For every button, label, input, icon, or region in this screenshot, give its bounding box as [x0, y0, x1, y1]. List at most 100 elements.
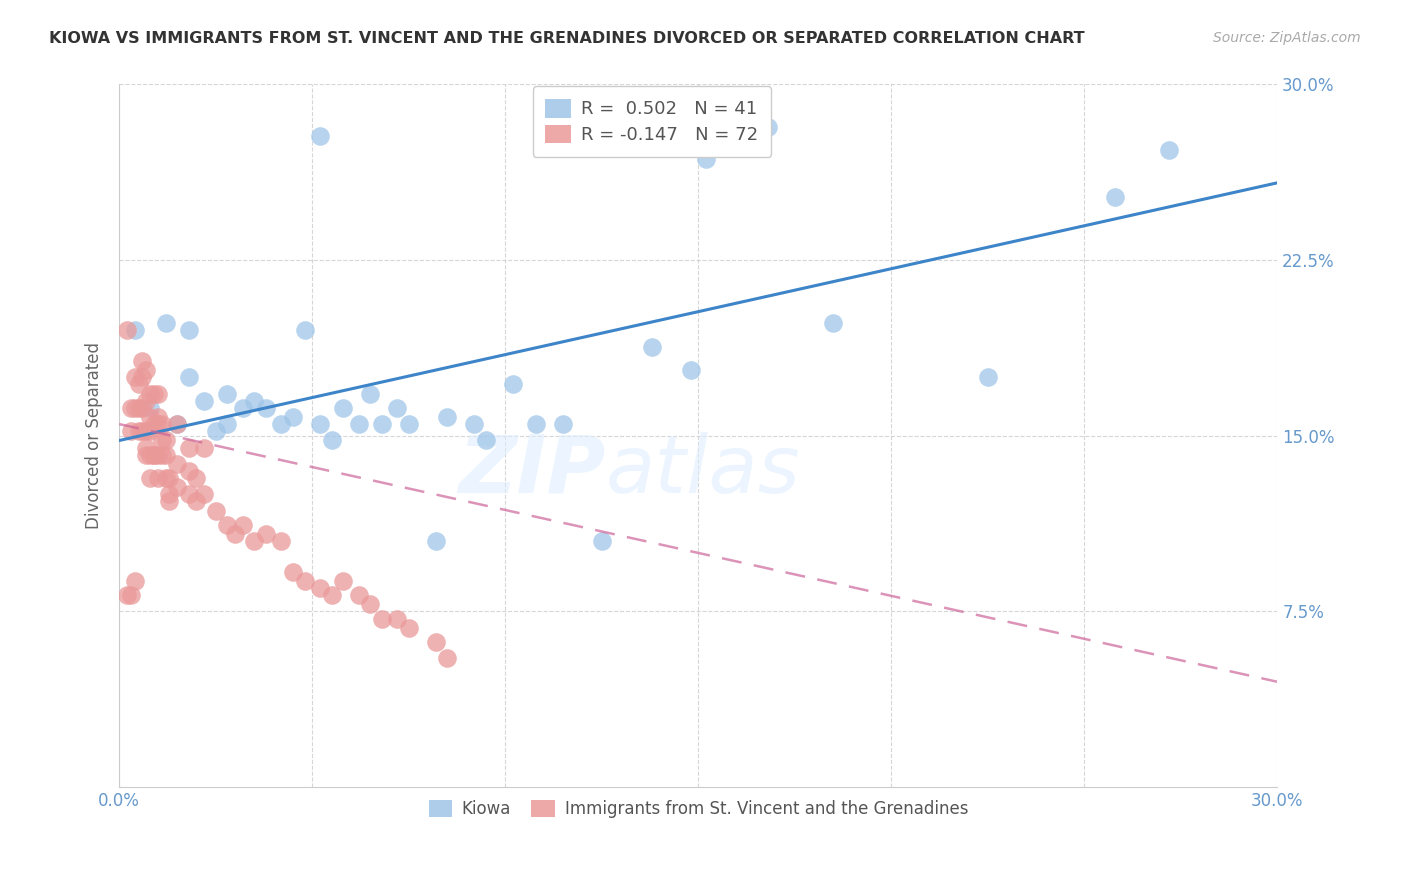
Point: [146, 471, 169, 485]
Point: [347, 417, 370, 431]
Point: [385, 401, 408, 415]
Point: [166, 417, 188, 431]
Point: [756, 120, 779, 134]
Point: [232, 517, 254, 532]
Point: [166, 457, 188, 471]
Point: [193, 487, 215, 501]
Point: [155, 471, 177, 485]
Point: [115, 588, 138, 602]
Point: [553, 417, 575, 431]
Point: [398, 621, 420, 635]
Point: [679, 363, 702, 377]
Point: [146, 410, 169, 425]
Point: [1159, 143, 1181, 157]
Point: [139, 448, 162, 462]
Point: [385, 611, 408, 625]
Point: [150, 434, 173, 448]
Point: [193, 393, 215, 408]
Point: [243, 393, 266, 408]
Point: [217, 417, 239, 431]
Point: [371, 417, 394, 431]
Point: [146, 417, 169, 431]
Point: [166, 417, 188, 431]
Point: [309, 417, 332, 431]
Point: [270, 417, 292, 431]
Point: [166, 480, 188, 494]
Point: [332, 401, 354, 415]
Text: ZIP: ZIP: [458, 432, 606, 510]
Point: [131, 370, 153, 384]
Text: KIOWA VS IMMIGRANTS FROM ST. VINCENT AND THE GRENADINES DIVORCED OR SEPARATED CO: KIOWA VS IMMIGRANTS FROM ST. VINCENT AND…: [49, 31, 1085, 46]
Point: [243, 534, 266, 549]
Point: [217, 386, 239, 401]
Point: [186, 494, 208, 508]
Point: [135, 363, 157, 377]
Point: [155, 448, 177, 462]
Point: [135, 393, 157, 408]
Point: [425, 534, 447, 549]
Point: [139, 471, 162, 485]
Point: [224, 527, 246, 541]
Legend: Kiowa, Immigrants from St. Vincent and the Grenadines: Kiowa, Immigrants from St. Vincent and t…: [422, 793, 974, 824]
Point: [186, 471, 208, 485]
Y-axis label: Divorced or Separated: Divorced or Separated: [86, 343, 103, 529]
Point: [124, 323, 146, 337]
Point: [143, 448, 166, 462]
Point: [321, 588, 343, 602]
Point: [309, 581, 332, 595]
Point: [155, 434, 177, 448]
Point: [254, 527, 277, 541]
Point: [204, 504, 226, 518]
Point: [695, 153, 717, 167]
Point: [143, 417, 166, 431]
Text: atlas: atlas: [606, 432, 800, 510]
Point: [128, 424, 150, 438]
Point: [1104, 190, 1126, 204]
Point: [524, 417, 547, 431]
Point: [150, 448, 173, 462]
Point: [371, 611, 394, 625]
Point: [332, 574, 354, 588]
Point: [159, 487, 181, 501]
Point: [463, 417, 485, 431]
Point: [425, 635, 447, 649]
Point: [502, 377, 524, 392]
Point: [128, 401, 150, 415]
Point: [641, 340, 664, 354]
Point: [177, 370, 200, 384]
Point: [120, 401, 142, 415]
Point: [120, 424, 142, 438]
Point: [347, 588, 370, 602]
Point: [359, 598, 381, 612]
Point: [281, 410, 304, 425]
Point: [124, 370, 146, 384]
Point: [150, 417, 173, 431]
Point: [131, 424, 153, 438]
Point: [309, 128, 332, 143]
Point: [436, 410, 458, 425]
Point: [135, 441, 157, 455]
Point: [139, 410, 162, 425]
Point: [436, 651, 458, 665]
Point: [321, 434, 343, 448]
Point: [139, 401, 162, 415]
Point: [135, 448, 157, 462]
Point: [159, 494, 181, 508]
Point: [204, 424, 226, 438]
Point: [232, 401, 254, 415]
Point: [977, 370, 1000, 384]
Point: [159, 471, 181, 485]
Point: [475, 434, 498, 448]
Point: [177, 323, 200, 337]
Point: [115, 323, 138, 337]
Text: Source: ZipAtlas.com: Source: ZipAtlas.com: [1213, 31, 1361, 45]
Point: [146, 386, 169, 401]
Point: [294, 574, 316, 588]
Point: [193, 441, 215, 455]
Point: [128, 377, 150, 392]
Point: [254, 401, 277, 415]
Point: [823, 317, 845, 331]
Point: [177, 487, 200, 501]
Point: [398, 417, 420, 431]
Point: [177, 441, 200, 455]
